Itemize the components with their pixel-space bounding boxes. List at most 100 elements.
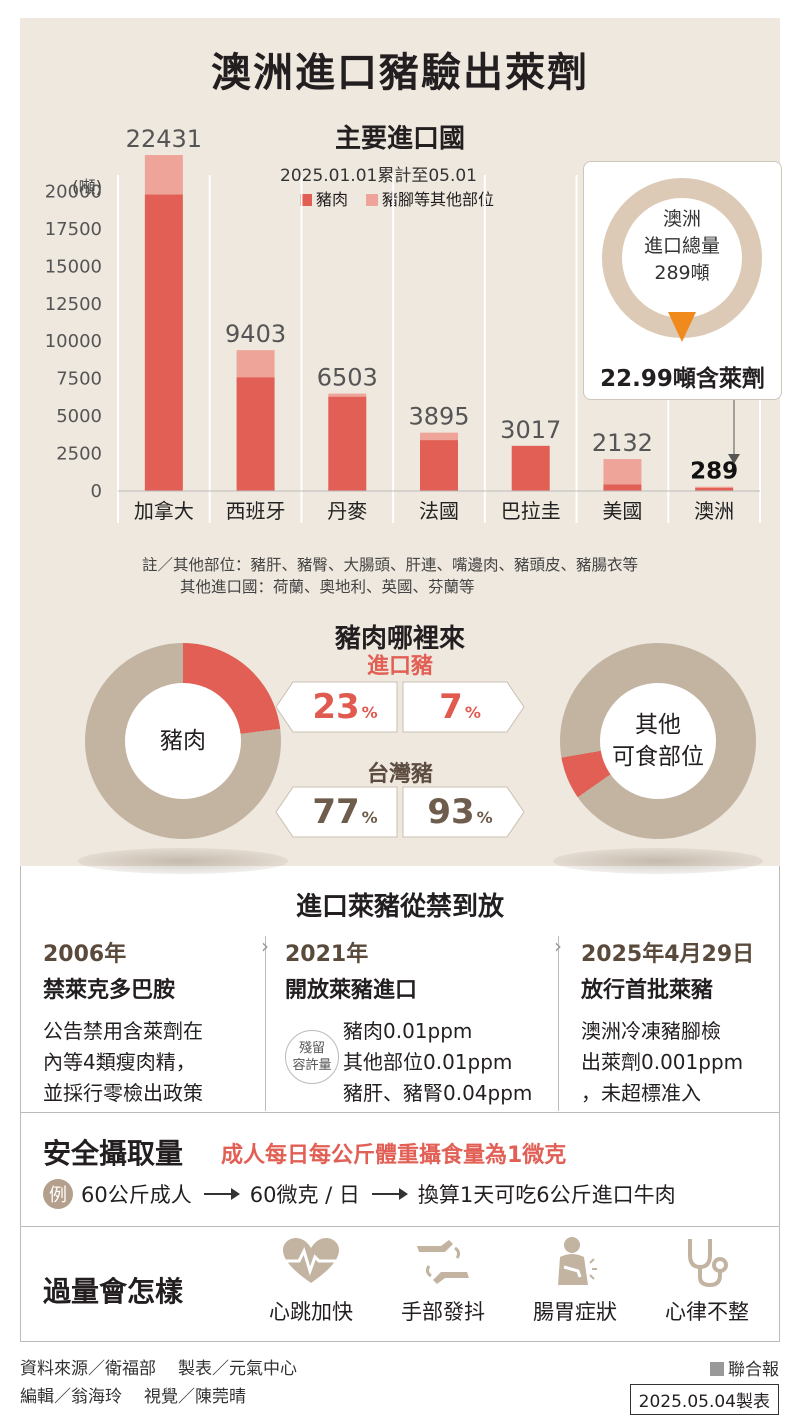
bar-segment-pork: [328, 396, 367, 491]
bar-total-label: 289: [690, 459, 738, 485]
other-label-2: 可食部位: [612, 744, 704, 770]
import-pct-box: 23% 7%: [275, 681, 525, 733]
event-body-line: 並採行零檢出政策: [43, 1081, 203, 1105]
timeline-event-2006: 2006年 禁萊克多巴胺 公告禁用含萊劑在 內等4類瘦肉精， 並採行零檢出政策: [43, 936, 273, 1109]
right-donut-shadow: [553, 848, 763, 874]
symptom-label: 心律不整: [665, 1300, 749, 1324]
x-category-label: 加拿大: [134, 499, 194, 523]
legend-label-other: 豬腳等其他部位: [382, 190, 495, 209]
event-body: 豬肉0.01ppm 其他部位0.01ppm 豬肝、豬腎0.04ppm: [285, 1016, 555, 1109]
timeline-divider: [558, 936, 559, 1111]
y-tick-label: 0: [91, 481, 102, 502]
event-body-wrap: 殘留 容許量 豬肉0.01ppm 其他部位0.01ppm 豬肝、豬腎0.04ppm: [285, 1016, 555, 1109]
other-parts-donut-label: 其他 可食部位: [600, 683, 716, 799]
main-title: 澳洲進口豬驗出萊劑: [211, 50, 589, 96]
bar-total-label: 3017: [500, 416, 561, 444]
symptom-shaking-hands: 手部發抖: [383, 1236, 503, 1326]
pork-donut-chart: 豬肉: [85, 643, 281, 839]
arrow-right-icon: [371, 1188, 408, 1200]
bar-total-label: 3895: [408, 403, 469, 431]
event-body-line: 其他部位0.01ppm: [343, 1050, 513, 1074]
bar-segment-other: [695, 486, 734, 489]
legend-swatch-pork: [300, 194, 312, 206]
import-chart-title: 主要進口國: [334, 124, 465, 154]
example-step-3: 換算1天可吃6公斤進口牛肉: [417, 1183, 676, 1207]
section-divider: [21, 1112, 779, 1113]
date-range: 2025.01.01累計至05.01: [280, 166, 478, 186]
event-head: 放行首批萊豬: [581, 978, 714, 1003]
credit-producer: 製表／元氣中心: [178, 1359, 297, 1379]
symptom-heartbeat: 心跳加快: [251, 1236, 371, 1326]
event-body-line: 出萊劑0.001ppm: [581, 1050, 744, 1074]
event-head: 禁萊克多巴胺: [43, 978, 176, 1003]
event-year: 2025年4月29日: [581, 942, 755, 967]
safe-intake-statement: 成人每日每公斤體重攝食量為1微克: [221, 1143, 567, 1168]
event-body-line: ，未超標准入: [581, 1081, 701, 1105]
example-step-1: 60公斤成人: [81, 1183, 192, 1207]
brand-name: 聯合報: [728, 1360, 779, 1380]
brand-mark: 聯合報: [710, 1355, 779, 1380]
australia-ring-text: 澳洲 進口總量 289噸: [602, 206, 762, 287]
pct-taiwan-other: 93%: [427, 792, 493, 832]
event-body: 澳洲冷凍豬腳檢 出萊劑0.001ppm ，未超標准入: [581, 1016, 771, 1109]
event-year: 2006年: [43, 942, 127, 967]
brand-square-icon: [710, 1362, 724, 1376]
bar-segment-pork: [420, 440, 458, 491]
event-body-line: 豬肉0.01ppm: [343, 1019, 473, 1043]
taiwan-pig-label: 台灣豬: [366, 762, 433, 787]
timeline-divider: [265, 936, 266, 1111]
callout-line1: 澳洲: [662, 208, 701, 230]
heartbeat-icon: [283, 1238, 339, 1283]
y-tick-label: 10000: [45, 331, 102, 352]
y-axis-unit: (噸): [72, 178, 103, 198]
timeline-event-2021: 2021年 開放萊豬進口 殘留 容許量 豬肉0.01ppm 其他部位0.01ppm…: [285, 936, 555, 1109]
bar-segment-pork: [144, 194, 183, 491]
safe-intake-example: 例 60公斤成人 60微克 / 日 換算1天可吃6公斤進口牛肉: [43, 1179, 676, 1209]
taiwan-pct-frame: [275, 786, 525, 838]
x-category-label: 澳洲: [694, 499, 734, 523]
pork-donut-label: 豬肉: [125, 683, 241, 799]
symptom-label: 腸胃症狀: [533, 1300, 617, 1324]
callout-line3: 289噸: [654, 262, 710, 284]
section-divider: [21, 1226, 779, 1227]
pork-source-title: 豬肉哪裡來: [334, 624, 465, 654]
event-body-line: 澳洲冷凍豬腳檢: [581, 1019, 721, 1043]
import-pig-label: 進口豬: [366, 654, 433, 679]
event-body-line: 內等4類瘦肉精，: [43, 1050, 196, 1074]
callout-arrow-icon: [668, 312, 696, 342]
bar-segment-other: [236, 350, 275, 378]
pct-taiwan-pork: 77%: [312, 792, 378, 832]
stomach-ache-icon: [558, 1237, 597, 1285]
bar-segment-pork: [236, 377, 275, 491]
symptom-stomach: 腸胃症狀: [515, 1236, 635, 1326]
event-head: 開放萊豬進口: [285, 978, 418, 1003]
made-date: 2025.05.04製表: [629, 1384, 779, 1415]
y-tick-label: 15000: [45, 256, 102, 277]
x-category-label: 巴拉圭: [501, 499, 561, 523]
y-tick-label: 7500: [56, 369, 102, 390]
symptom-arrhythmia: 心律不整: [647, 1236, 767, 1326]
chart-notes: 註／其他部位：豬肝、豬臀、大腸頭、肝連、嘴邊肉、豬頭皮、豬腸衣等 其他進口國：荷…: [142, 554, 638, 598]
credit-source: 資料來源／衛福部: [20, 1359, 156, 1379]
bar-segment-pork: [511, 445, 550, 491]
infographic-top-panel: 澳洲進口豬驗出萊劑 主要進口國 2025.01.01累計至05.01 豬肉 豬腳…: [20, 18, 782, 874]
event-body-line: 公告禁用含萊劑在: [43, 1019, 203, 1043]
symptom-label: 手部發抖: [401, 1300, 485, 1324]
import-pct-frame: [275, 681, 525, 733]
residue-limit-stamp: 殘留 容許量: [285, 1030, 339, 1084]
timeline-title: 進口萊豬從禁到放: [295, 892, 504, 922]
event-body-line: 豬肝、豬腎0.04ppm: [343, 1081, 533, 1105]
legend-label-pork: 豬肉: [316, 190, 349, 209]
arrow-right-icon: [203, 1188, 240, 1200]
chevron-right-icon: ›: [554, 934, 562, 958]
stethoscope-icon: [688, 1239, 728, 1288]
import-bar-chart: 0 2500 5000 7500 10000 12500 15000 17500 20000 22…: [45, 125, 761, 523]
bar-segment-other: [144, 155, 183, 195]
pct-import-other: 7%: [439, 687, 481, 727]
symptom-label: 心跳加快: [269, 1300, 353, 1324]
other-parts-donut-chart: 其他 可食部位: [560, 643, 756, 839]
callout-highlight: 22.99噸含萊劑: [600, 366, 765, 392]
other-label-1: 其他: [635, 712, 681, 738]
note-line-1: 註／其他部位：豬肝、豬臀、大腸頭、肝連、嘴邊肉、豬頭皮、豬腸衣等: [142, 556, 639, 574]
chart-legend: 豬肉 豬腳等其他部位: [300, 186, 494, 210]
